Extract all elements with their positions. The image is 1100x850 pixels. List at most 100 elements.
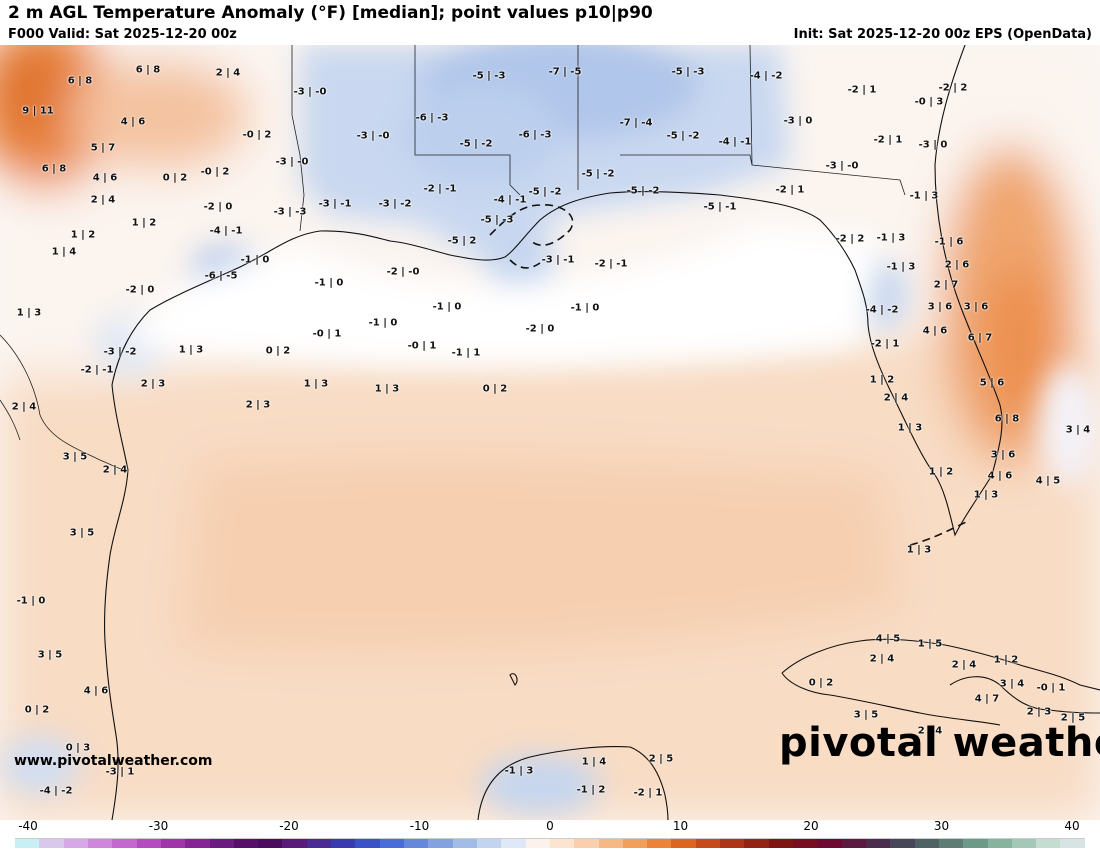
- point-value-label: -5 | -2: [666, 130, 700, 142]
- point-value-label: 1 | 3: [303, 378, 329, 390]
- point-value-label: 3 | 5: [62, 451, 88, 463]
- point-value-label: 0 | 2: [808, 677, 834, 689]
- point-value-label: -3 | 1: [105, 766, 135, 778]
- colorbar-swatch: [282, 839, 307, 848]
- colorbar-swatch: [39, 839, 64, 848]
- point-value-label: 6 | 8: [135, 64, 161, 76]
- point-value-label: 4 | 7: [974, 693, 1000, 705]
- colorbar-swatch: [209, 839, 234, 848]
- colorbar-swatch: [622, 839, 648, 848]
- colorbar-tick-label: -40: [18, 819, 38, 833]
- point-value-label: 2 | 6: [944, 259, 970, 271]
- point-value-label: -3 | -1: [318, 198, 352, 210]
- point-value-label: 4 | 5: [1035, 475, 1061, 487]
- colorbar-swatch: [258, 839, 283, 848]
- point-value-label: -1 | 3: [909, 190, 939, 202]
- point-value-label: -1 | 0: [368, 317, 398, 329]
- coastlines: [104, 45, 1100, 820]
- point-value-label: 5 | 7: [90, 142, 116, 154]
- point-value-label: 1 | 4: [51, 246, 77, 258]
- colorbar-swatch: [987, 839, 1012, 848]
- colorbar-swatch: [865, 839, 891, 848]
- point-value-label: 4 | 6: [92, 172, 118, 184]
- point-value-label: 2 | 7: [933, 279, 959, 291]
- point-value-label: -3 | -2: [378, 198, 412, 210]
- point-value-label: -2 | -1: [594, 258, 628, 270]
- point-value-label: -7 | -5: [548, 66, 582, 78]
- point-value-label: -4 | -2: [865, 304, 899, 316]
- point-value-label: 6 | 7: [967, 332, 993, 344]
- point-value-label: -3 | -2: [103, 346, 137, 358]
- anomaly-map[interactable]: 6 | 8 6 | 8 2 | 4 9 | 11 4 | 6 5 | 7 6 | 8 4 | …: [0, 45, 1100, 820]
- point-value-label: 2 | 4: [917, 725, 943, 737]
- point-value-label: 9 | 11: [22, 105, 54, 117]
- colorbar-tick-label: 20: [803, 819, 819, 833]
- point-value-label: -3 | -0: [275, 156, 309, 168]
- colorbar-swatch: [15, 839, 40, 848]
- colorbar-swatch: [1060, 839, 1085, 848]
- point-value-label: 3 | 4: [999, 678, 1025, 690]
- point-value-label: 0 | 2: [482, 383, 508, 395]
- point-value-label: -5 | -3: [480, 214, 514, 226]
- point-value-label: 4 | 6: [922, 325, 948, 337]
- point-value-label: -5 | -2: [626, 185, 660, 197]
- point-value-label: -5 | -2: [459, 138, 493, 150]
- colorbar-swatch: [525, 839, 550, 848]
- colorbar-swatch: [63, 839, 88, 848]
- point-value-label: -3 | -0: [293, 86, 327, 98]
- point-value-label: 1 | 3: [178, 344, 204, 356]
- point-value-label: -4 | -1: [493, 194, 527, 206]
- point-value-label: 2 | 3: [1026, 706, 1052, 718]
- colorbar-swatch: [1036, 839, 1061, 848]
- colorbar-swatch: [914, 839, 939, 848]
- point-value-label: -5 | 2: [447, 235, 477, 247]
- point-value-label: 6 | 8: [994, 413, 1020, 425]
- colorbar-swatch: [671, 839, 696, 848]
- point-value-label: -5 | -1: [703, 201, 737, 213]
- point-value-label: -5 | -2: [581, 168, 615, 180]
- point-value-label: -5 | -2: [528, 186, 562, 198]
- point-value-label: -0 | 1: [312, 328, 342, 340]
- point-value-label: -2 | 0: [525, 323, 555, 335]
- colorbar-tick-label: 0: [546, 819, 554, 833]
- colorbar-swatch: [549, 839, 575, 848]
- point-value-label: -2 | 2: [938, 82, 968, 94]
- colorbar-swatch: [817, 839, 842, 848]
- point-value-label: -1 | 0: [314, 277, 344, 289]
- colorbar-swatch: [890, 839, 915, 848]
- point-value-label: -2 | 1: [873, 134, 903, 146]
- point-value-label: 1 | 2: [70, 229, 96, 241]
- map-title: 2 m AGL Temperature Anomaly (°F) [median…: [8, 3, 653, 23]
- cold-anomaly-area: [0, 45, 1100, 815]
- point-value-label: 3 | 6: [990, 449, 1016, 461]
- colorbar-swatch: [768, 839, 793, 848]
- point-value-label: 2 | 3: [140, 378, 166, 390]
- point-value-label: 1 | 4: [581, 756, 607, 768]
- point-value-label: -2 | -1: [423, 183, 457, 195]
- point-value-label: -5 | -3: [671, 66, 705, 78]
- point-value-label: -3 | -0: [356, 130, 390, 142]
- colorbar-swatch: [476, 839, 502, 848]
- source-url[interactable]: www.pivotalweather.com: [14, 753, 213, 769]
- point-value-label: -2 | -1: [80, 364, 114, 376]
- point-value-label: -3 | 0: [918, 139, 948, 151]
- point-value-label: -1 | 3: [886, 261, 916, 273]
- point-value-label: 1 | 3: [906, 544, 932, 556]
- colorbar-swatch: [501, 839, 526, 848]
- point-value-label: 1 | 2: [131, 217, 157, 229]
- point-value-label: 4 | 6: [120, 116, 146, 128]
- point-value-label: -6 | -5: [204, 270, 238, 282]
- valid-time: F000 Valid: Sat 2025-12-20 00z: [8, 27, 237, 42]
- point-value-label: -2 | 1: [870, 338, 900, 350]
- point-value-label: 2 | 4: [102, 464, 128, 476]
- colorbar: [15, 838, 1085, 848]
- colorbar-swatch: [793, 839, 818, 848]
- point-value-label: 2 | 4: [869, 653, 895, 665]
- colorbar-swatch: [452, 839, 477, 848]
- point-value-label: -1 | 0: [432, 301, 462, 313]
- colorbar-tick-label: 40: [1064, 819, 1080, 833]
- init-time: Init: Sat 2025-12-20 00z EPS (OpenData): [793, 27, 1092, 42]
- colorbar-swatch: [379, 839, 404, 848]
- point-value-label: 3 | 6: [927, 301, 953, 313]
- point-value-label: -3 | -3: [273, 206, 307, 218]
